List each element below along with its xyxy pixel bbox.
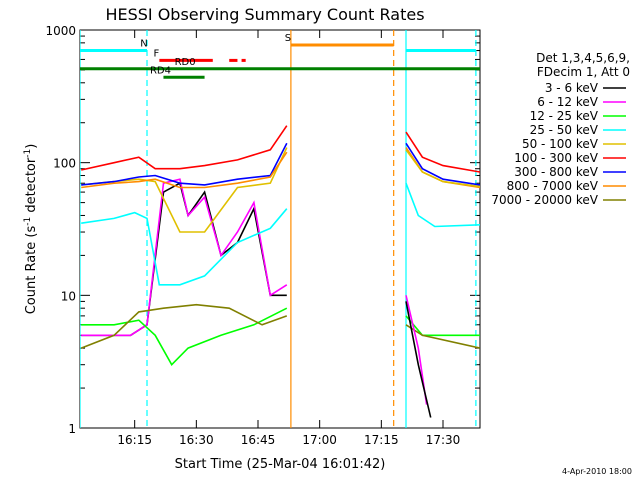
flag-label-rd4: RD4 — [150, 65, 171, 76]
legend-header: Det 1,3,4,5,6,9, — [536, 51, 630, 65]
legend-entry-label: 12 - 25 keV — [530, 109, 599, 123]
flag-label-s: S — [285, 33, 291, 44]
series-line-after-gap — [405, 182, 480, 228]
y-tick-label: 1 — [68, 422, 76, 436]
legend-entry-label: 7000 - 20000 keV — [491, 193, 598, 207]
timestamp: 4-Apr-2010 18:00 — [562, 467, 632, 476]
series-line — [81, 178, 288, 337]
flag-label-f: F — [153, 48, 159, 59]
series-line-after-gap — [405, 301, 432, 418]
y-axis-label: Count Rate (s-1 detector-1) — [23, 144, 39, 315]
legend-entry-label: 100 - 300 keV — [514, 151, 598, 165]
legend-entry-label: 300 - 800 keV — [514, 165, 598, 179]
legend: Det 1,3,4,5,6,9,FDecim 1, Att 0 3 - 6 keV… — [491, 51, 630, 207]
legend-entry-label: 6 - 12 keV — [537, 95, 599, 109]
legend-entry-label: 25 - 50 keV — [530, 123, 599, 137]
chart-title: HESSI Observing Summary Count Rates — [105, 5, 424, 24]
plot-frame — [79, 29, 481, 429]
legend-entry-label: 50 - 100 keV — [522, 137, 599, 151]
x-tick-label: 17:30 — [426, 433, 461, 447]
flag-label-n: N — [140, 39, 147, 50]
legend-header: FDecim 1, Att 0 — [537, 65, 630, 79]
series-line — [81, 151, 288, 189]
y-tick-label: 100 — [53, 157, 76, 171]
x-tick-label: 16:15 — [117, 433, 152, 447]
x-tick-label: 16:30 — [179, 433, 214, 447]
flag-label-rd0: RD0 — [175, 57, 196, 68]
x-tick-label: 17:15 — [364, 433, 399, 447]
series-line — [81, 307, 288, 367]
x-tick-label: 17:00 — [302, 433, 337, 447]
series-line — [80, 303, 288, 349]
y-tick-label: 10 — [61, 289, 76, 303]
series-line — [81, 208, 288, 286]
y-tick-label: 1000 — [45, 24, 76, 38]
series-line-after-gap — [405, 149, 480, 188]
x-tick-label: 16:45 — [241, 433, 276, 447]
legend-entry-label: 800 - 7000 keV — [507, 179, 599, 193]
series-line — [81, 125, 288, 171]
x-axis-label: Start Time (25-Mar-04 16:01:42) — [175, 457, 386, 472]
series-line — [81, 142, 288, 186]
series-line-after-gap — [405, 131, 480, 173]
series-line — [81, 182, 287, 337]
series-line-after-gap — [405, 142, 480, 186]
legend-entry-label: 3 - 6 keV — [545, 81, 599, 95]
